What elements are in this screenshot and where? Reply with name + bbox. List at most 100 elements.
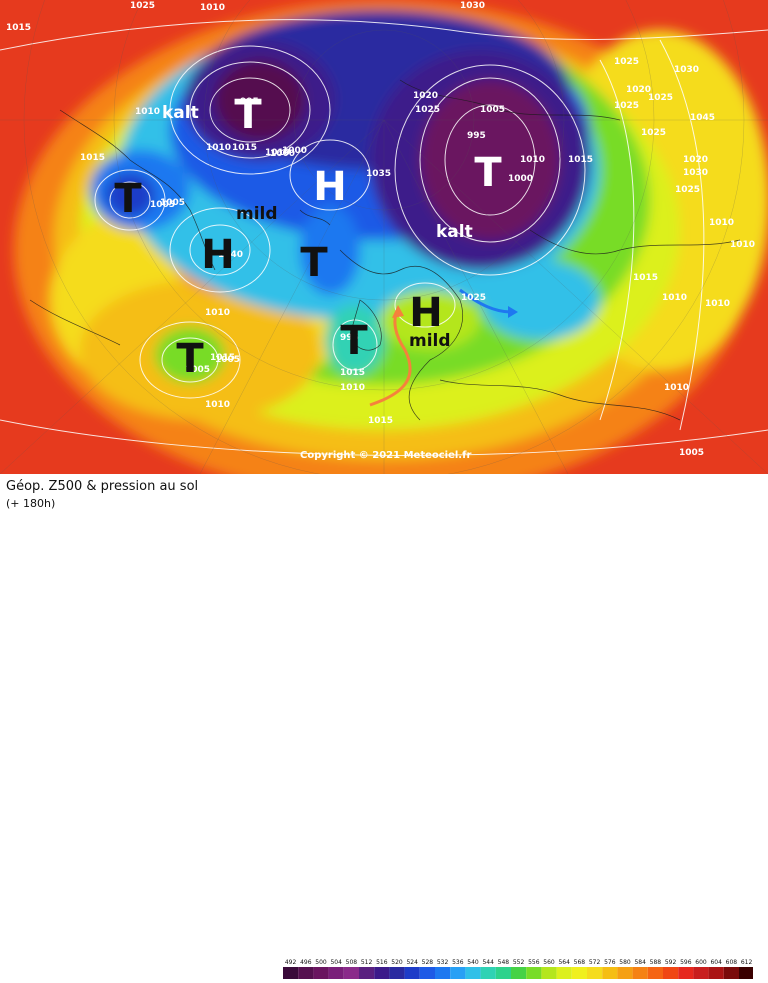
scale-swatch — [435, 967, 451, 979]
scale-tick-label: 568 — [574, 959, 586, 966]
low-pressure-center: T — [114, 176, 142, 222]
low-pressure-center: T — [176, 336, 204, 382]
isobar-label: 1020 — [413, 91, 438, 101]
warm-air-arrow-head — [392, 305, 404, 318]
isobar-label: 1005 — [480, 105, 505, 115]
scale-swatch — [389, 967, 405, 979]
isobar-label: 1040 — [218, 250, 243, 260]
isobar-label: 1020 — [683, 155, 708, 165]
scale-tick-label: 572 — [589, 959, 601, 966]
isobar-label: 1015 — [568, 155, 593, 165]
high-pressure-center: H — [201, 232, 234, 278]
isobars — [0, 19, 768, 456]
scale-swatch — [480, 967, 496, 979]
scale-tick-label: 512 — [361, 959, 373, 966]
scale-tick-label: 592 — [665, 959, 677, 966]
isobar-label: 1015 — [210, 353, 235, 363]
isobar-label: 1025 — [614, 101, 639, 111]
scale-tick-label: 548 — [498, 959, 510, 966]
warm-air-arrow — [369, 309, 412, 407]
scale-tick-label: 584 — [634, 959, 646, 966]
low-pressure-center: T — [474, 150, 502, 196]
isobar-label: 1010 — [200, 3, 225, 13]
isobar-label: 1000 — [508, 174, 533, 184]
scale-tick-label: 552 — [513, 959, 525, 966]
scale-swatch — [678, 967, 694, 979]
isobar-label: 1010 — [709, 218, 734, 228]
scale-tick-label: 524 — [406, 959, 418, 966]
isobar-label: 1030 — [674, 65, 699, 75]
low-pressure-center: T — [340, 318, 368, 364]
scale-tick-label: 492 — [285, 959, 297, 966]
low-pressure-center: T — [234, 92, 262, 138]
scale-swatch — [526, 967, 542, 979]
scale-swatch — [511, 967, 527, 979]
air-mass-annotation: kalt — [436, 222, 473, 242]
annotations: kalt kalt mild mild — [162, 103, 473, 351]
cold-air-arrow — [459, 288, 513, 314]
scale-swatch — [632, 967, 648, 979]
scale-tick-label: 540 — [467, 959, 479, 966]
isobar-label: 1010 — [705, 299, 730, 309]
scale-swatch — [587, 967, 603, 979]
footer: Géop. Z500 & pression au sol (+ 180h) 49… — [0, 474, 768, 979]
isobar-label: 1005 — [679, 448, 704, 458]
isobar-label: 1005 — [150, 200, 175, 210]
scale-tick-label: 532 — [437, 959, 449, 966]
scale-tick-label: 604 — [710, 959, 722, 966]
scale-swatch — [723, 967, 739, 979]
scale-swatch — [647, 967, 663, 979]
scale-swatch — [283, 967, 299, 979]
isobar-label: 1005 — [215, 355, 240, 365]
scale-swatch — [495, 967, 511, 979]
isobar-label: 1010 — [205, 400, 230, 410]
scale-swatch — [313, 967, 329, 979]
scale-swatch — [541, 967, 557, 979]
scale-tick-label: 600 — [695, 959, 707, 966]
high-pressure-center: H — [313, 164, 346, 210]
air-mass-annotation: mild — [409, 331, 451, 351]
isobar-label: 1010 — [135, 107, 160, 117]
scale-tick-label: 544 — [482, 959, 494, 966]
copyright-text: Copyright © 2021 Meteociel.fr — [300, 450, 471, 461]
isobar-label: 1035 — [366, 169, 391, 179]
scale-swatch — [602, 967, 618, 979]
scale-tick-label: 536 — [452, 959, 464, 966]
isobar-label: 1010 — [730, 240, 755, 250]
coastlines — [29, 79, 741, 421]
color-scale: 492 496 500 504 508 512 516 520 524 528 532 536 540 5… — [283, 959, 753, 979]
isobar-label: 1005 — [185, 365, 210, 375]
isobar-label: 1025 — [415, 105, 440, 115]
isobar-label: 995 — [467, 131, 486, 141]
scale-swatch — [617, 967, 633, 979]
scale-swatch — [359, 967, 375, 979]
isobar-label: 1030 — [683, 168, 708, 178]
isobar-label: 1005 — [160, 198, 185, 208]
scale-tick-label: 560 — [543, 959, 555, 966]
isobar-label: 995 — [340, 333, 359, 343]
low-pressure-center: T — [300, 240, 328, 286]
scale-swatch — [663, 967, 679, 979]
map-title: Géop. Z500 & pression au sol — [6, 479, 199, 494]
isobar-label: 1025 — [641, 128, 666, 138]
isobar-label: 995 — [240, 97, 259, 107]
isobar-label: 1015 — [6, 23, 31, 33]
scale-tick-label: 564 — [558, 959, 570, 966]
isobar-label: 1025 — [130, 1, 155, 11]
isobar-label: 1025 — [614, 57, 639, 67]
scale-swatch — [571, 967, 587, 979]
scale-tick-label: 612 — [741, 959, 753, 966]
scale-tick-label: 556 — [528, 959, 540, 966]
graticule — [0, 0, 768, 474]
scale-swatch — [374, 967, 390, 979]
scale-swatch — [693, 967, 709, 979]
air-mass-annotation: kalt — [162, 103, 199, 123]
isobar-label: 1015 — [368, 416, 393, 426]
scale-tick-label: 516 — [376, 959, 388, 966]
scale-swatch — [708, 967, 724, 979]
scale-tick-label: 588 — [650, 959, 662, 966]
isobar-label: 1025 — [461, 293, 486, 303]
